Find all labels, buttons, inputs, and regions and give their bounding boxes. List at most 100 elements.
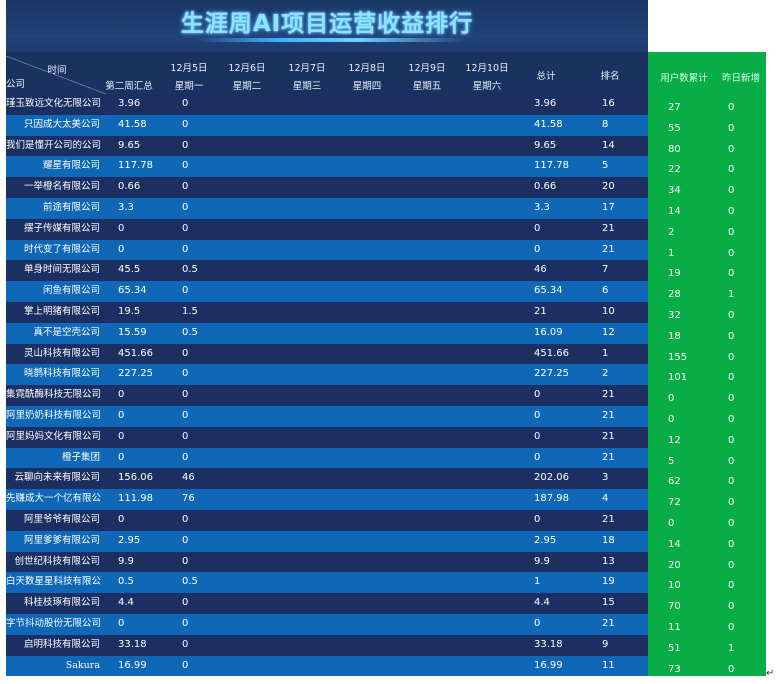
user-total-cell: 22: [668, 164, 681, 176]
total-cell: 33.18: [534, 638, 563, 650]
total-cell: 3.3: [534, 202, 550, 213]
user-stats-row: 51 1: [648, 639, 766, 660]
company-cell: 字节抖动股份无限公司: [6, 618, 102, 629]
total-cell: 3.96: [534, 98, 557, 109]
yesterday-new-cell: 0: [728, 226, 735, 238]
monday-cell: 0.5: [182, 264, 198, 276]
user-total-cell: 19: [668, 268, 681, 280]
user-stats-row: 34 0: [648, 181, 766, 202]
company-cell: 我们是懂开公司的公司: [6, 139, 102, 151]
header-weekday-3: 星期三: [292, 81, 322, 92]
user-stats-row: 22 0: [648, 160, 766, 181]
table-row: 闲鱼有限公司 65.34 0 65.34 6: [6, 281, 648, 302]
company-cell: 先赚成大一个亿有限公司: [6, 493, 102, 505]
week2-total-cell: 227.25: [118, 368, 153, 380]
header-diagonal-line: [6, 56, 106, 94]
week2-total-cell: 0: [118, 243, 125, 255]
user-total-cell: 55: [668, 122, 681, 134]
user-stats-row: 73 0: [648, 660, 766, 681]
table-row: 只因成大太美公司 41.58 0 41.58 8: [6, 114, 648, 136]
table-row: 橙子集团 0 0 0 21: [6, 447, 648, 469]
monday-cell: 0: [182, 243, 189, 255]
header-yesterday-new: 昨日新增: [721, 73, 760, 84]
company-cell: 集霓酰酶科技无限公司: [6, 389, 102, 401]
rank-cell: 21: [602, 451, 615, 463]
monday-cell: 0: [182, 347, 189, 359]
company-cell: 灵山科技有限公司: [23, 347, 100, 359]
header-weekday-2: 星期二: [232, 81, 262, 92]
user-total-cell: 20: [668, 559, 681, 571]
monday-cell: 0.5: [182, 576, 198, 588]
company-cell: 科桂枝琢有限公司: [23, 597, 100, 609]
company-cell: 摆子传媒有限公司: [23, 222, 100, 234]
week2-total-cell: 117.78: [118, 160, 153, 172]
yesterday-new-cell: 0: [728, 185, 735, 197]
rank-cell: 17: [602, 202, 615, 213]
company-cell: 晓鹊科技有限公司: [23, 368, 100, 380]
yesterday-new-cell: 0: [728, 393, 735, 405]
user-total-cell: 0: [668, 518, 675, 529]
rank-cell: 6: [602, 285, 609, 297]
total-cell: 0: [534, 451, 541, 463]
total-cell: 117.78: [534, 160, 569, 172]
user-total-cell: 101: [668, 372, 688, 384]
table-row: 掌上明猪有限公司 19.5 1.5 21 10: [6, 302, 648, 323]
table-row: 阿里妈妈文化有限公司 0 0 0 21: [6, 426, 648, 448]
week2-total-cell: 45.5: [118, 264, 141, 276]
table-row: 字节抖动股份无限公司 0 0 0 21: [6, 614, 648, 635]
monday-cell: 0: [182, 368, 189, 380]
company-cell: 白天数星星科技有限公司: [6, 576, 102, 588]
user-total-cell: 11: [668, 622, 681, 633]
monday-cell: 46: [182, 472, 195, 484]
yesterday-new-cell: 0: [728, 122, 735, 134]
week2-total-cell: 9.65: [118, 139, 141, 151]
week2-total-cell: 0: [118, 618, 125, 629]
total-cell: 0: [534, 389, 541, 401]
rank-cell: 16: [602, 98, 615, 109]
company-cell: 闲鱼有限公司: [42, 285, 100, 297]
header-date-6: 12月10日: [465, 63, 509, 74]
yesterday-new-cell: 0: [728, 455, 735, 467]
table-row: 阿里奶奶科技有限公司 0 0 0 21: [6, 406, 648, 427]
table-row: Sakura 16.99 0 16.99 11: [6, 655, 648, 677]
total-cell: 187.98: [534, 493, 569, 505]
table-row: 单身时间无限公司 45.5 0.5 46 7: [6, 260, 648, 282]
user-stats-row: 18 0: [648, 327, 766, 348]
table-row: 阿里爹爹有限公司 2.95 0 2.95 18: [6, 530, 648, 552]
header-rank: 排名: [600, 71, 620, 82]
user-total-cell: 34: [668, 185, 681, 197]
week2-total-cell: 41.58: [118, 118, 147, 130]
total-cell: 202.06: [534, 472, 569, 484]
user-stats-row: 28 1: [648, 285, 766, 306]
company-cell: 真不是空壳公司: [33, 326, 100, 338]
total-cell: 0: [534, 514, 541, 525]
monday-cell: 0: [182, 160, 189, 172]
week2-total-cell: 15.59: [118, 326, 147, 338]
header-time-label: 时间: [47, 65, 67, 76]
company-cell: 瑾玉致远文化无限公司: [6, 98, 102, 109]
monday-cell: 0: [182, 638, 189, 650]
week2-total-cell: 9.9: [118, 555, 134, 567]
monday-cell: 0: [182, 555, 189, 567]
total-cell: 21: [534, 306, 547, 317]
monday-cell: 1.5: [182, 306, 198, 317]
header-total: 总计: [536, 71, 556, 82]
user-total-cell: 28: [668, 289, 681, 301]
total-cell: 4.4: [534, 597, 550, 609]
user-stats-row: 72 0: [648, 493, 766, 514]
monday-cell: 0: [182, 202, 189, 213]
yesterday-new-cell: 0: [728, 538, 735, 550]
user-total-cell: 14: [668, 206, 681, 217]
total-cell: 0: [534, 410, 541, 421]
table-row: 一举橙名有限公司 0.66 0 0.66 20: [6, 177, 648, 198]
week2-total-cell: 111.98: [118, 493, 153, 505]
user-stats-row: 55 0: [648, 119, 766, 140]
banner-divider: [6, 52, 648, 56]
total-cell: 0: [534, 243, 541, 255]
company-cell: 前途有限公司: [42, 202, 100, 213]
rank-cell: 15: [602, 597, 615, 609]
company-cell: 创世纪科技有限公司: [14, 555, 100, 567]
